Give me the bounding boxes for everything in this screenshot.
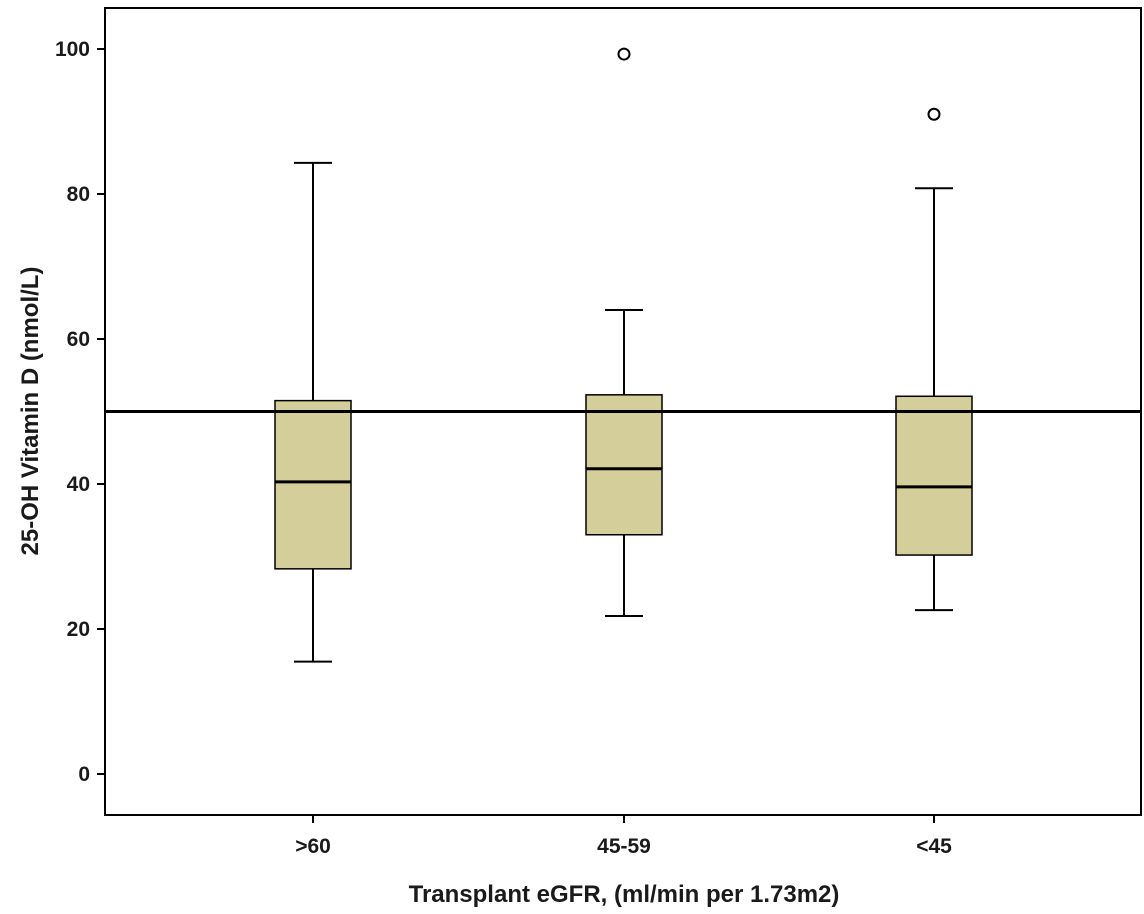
outlier-point — [927, 107, 941, 121]
y-tick-label: 0 — [78, 763, 90, 786]
y-tick-label: 100 — [55, 38, 90, 61]
box-group-1 — [274, 161, 352, 663]
y-tick-label: 60 — [67, 328, 90, 351]
y-axis-title: 25-OH Vitamin D (nmol/L) — [17, 267, 44, 556]
y-tick-label: 80 — [67, 183, 90, 206]
y-tick-label: 40 — [67, 473, 90, 496]
box-group-2 — [585, 47, 663, 617]
x-tick-label: <45 — [916, 835, 952, 858]
iqr-box — [585, 394, 663, 536]
outlier-point — [617, 47, 631, 61]
iqr-box — [895, 395, 973, 556]
iqr-box — [274, 399, 352, 570]
box-group-3 — [895, 107, 973, 612]
plot-layer: 0 20 40 60 80 100 >60 45-59 <45 — [55, 7, 1142, 858]
x-axis-title: Transplant eGFR, (ml/min per 1.73m2) — [409, 881, 840, 908]
x-tick-label: >60 — [295, 835, 331, 858]
y-tick-label: 20 — [67, 618, 90, 641]
x-tick-label: 45-59 — [597, 835, 651, 858]
